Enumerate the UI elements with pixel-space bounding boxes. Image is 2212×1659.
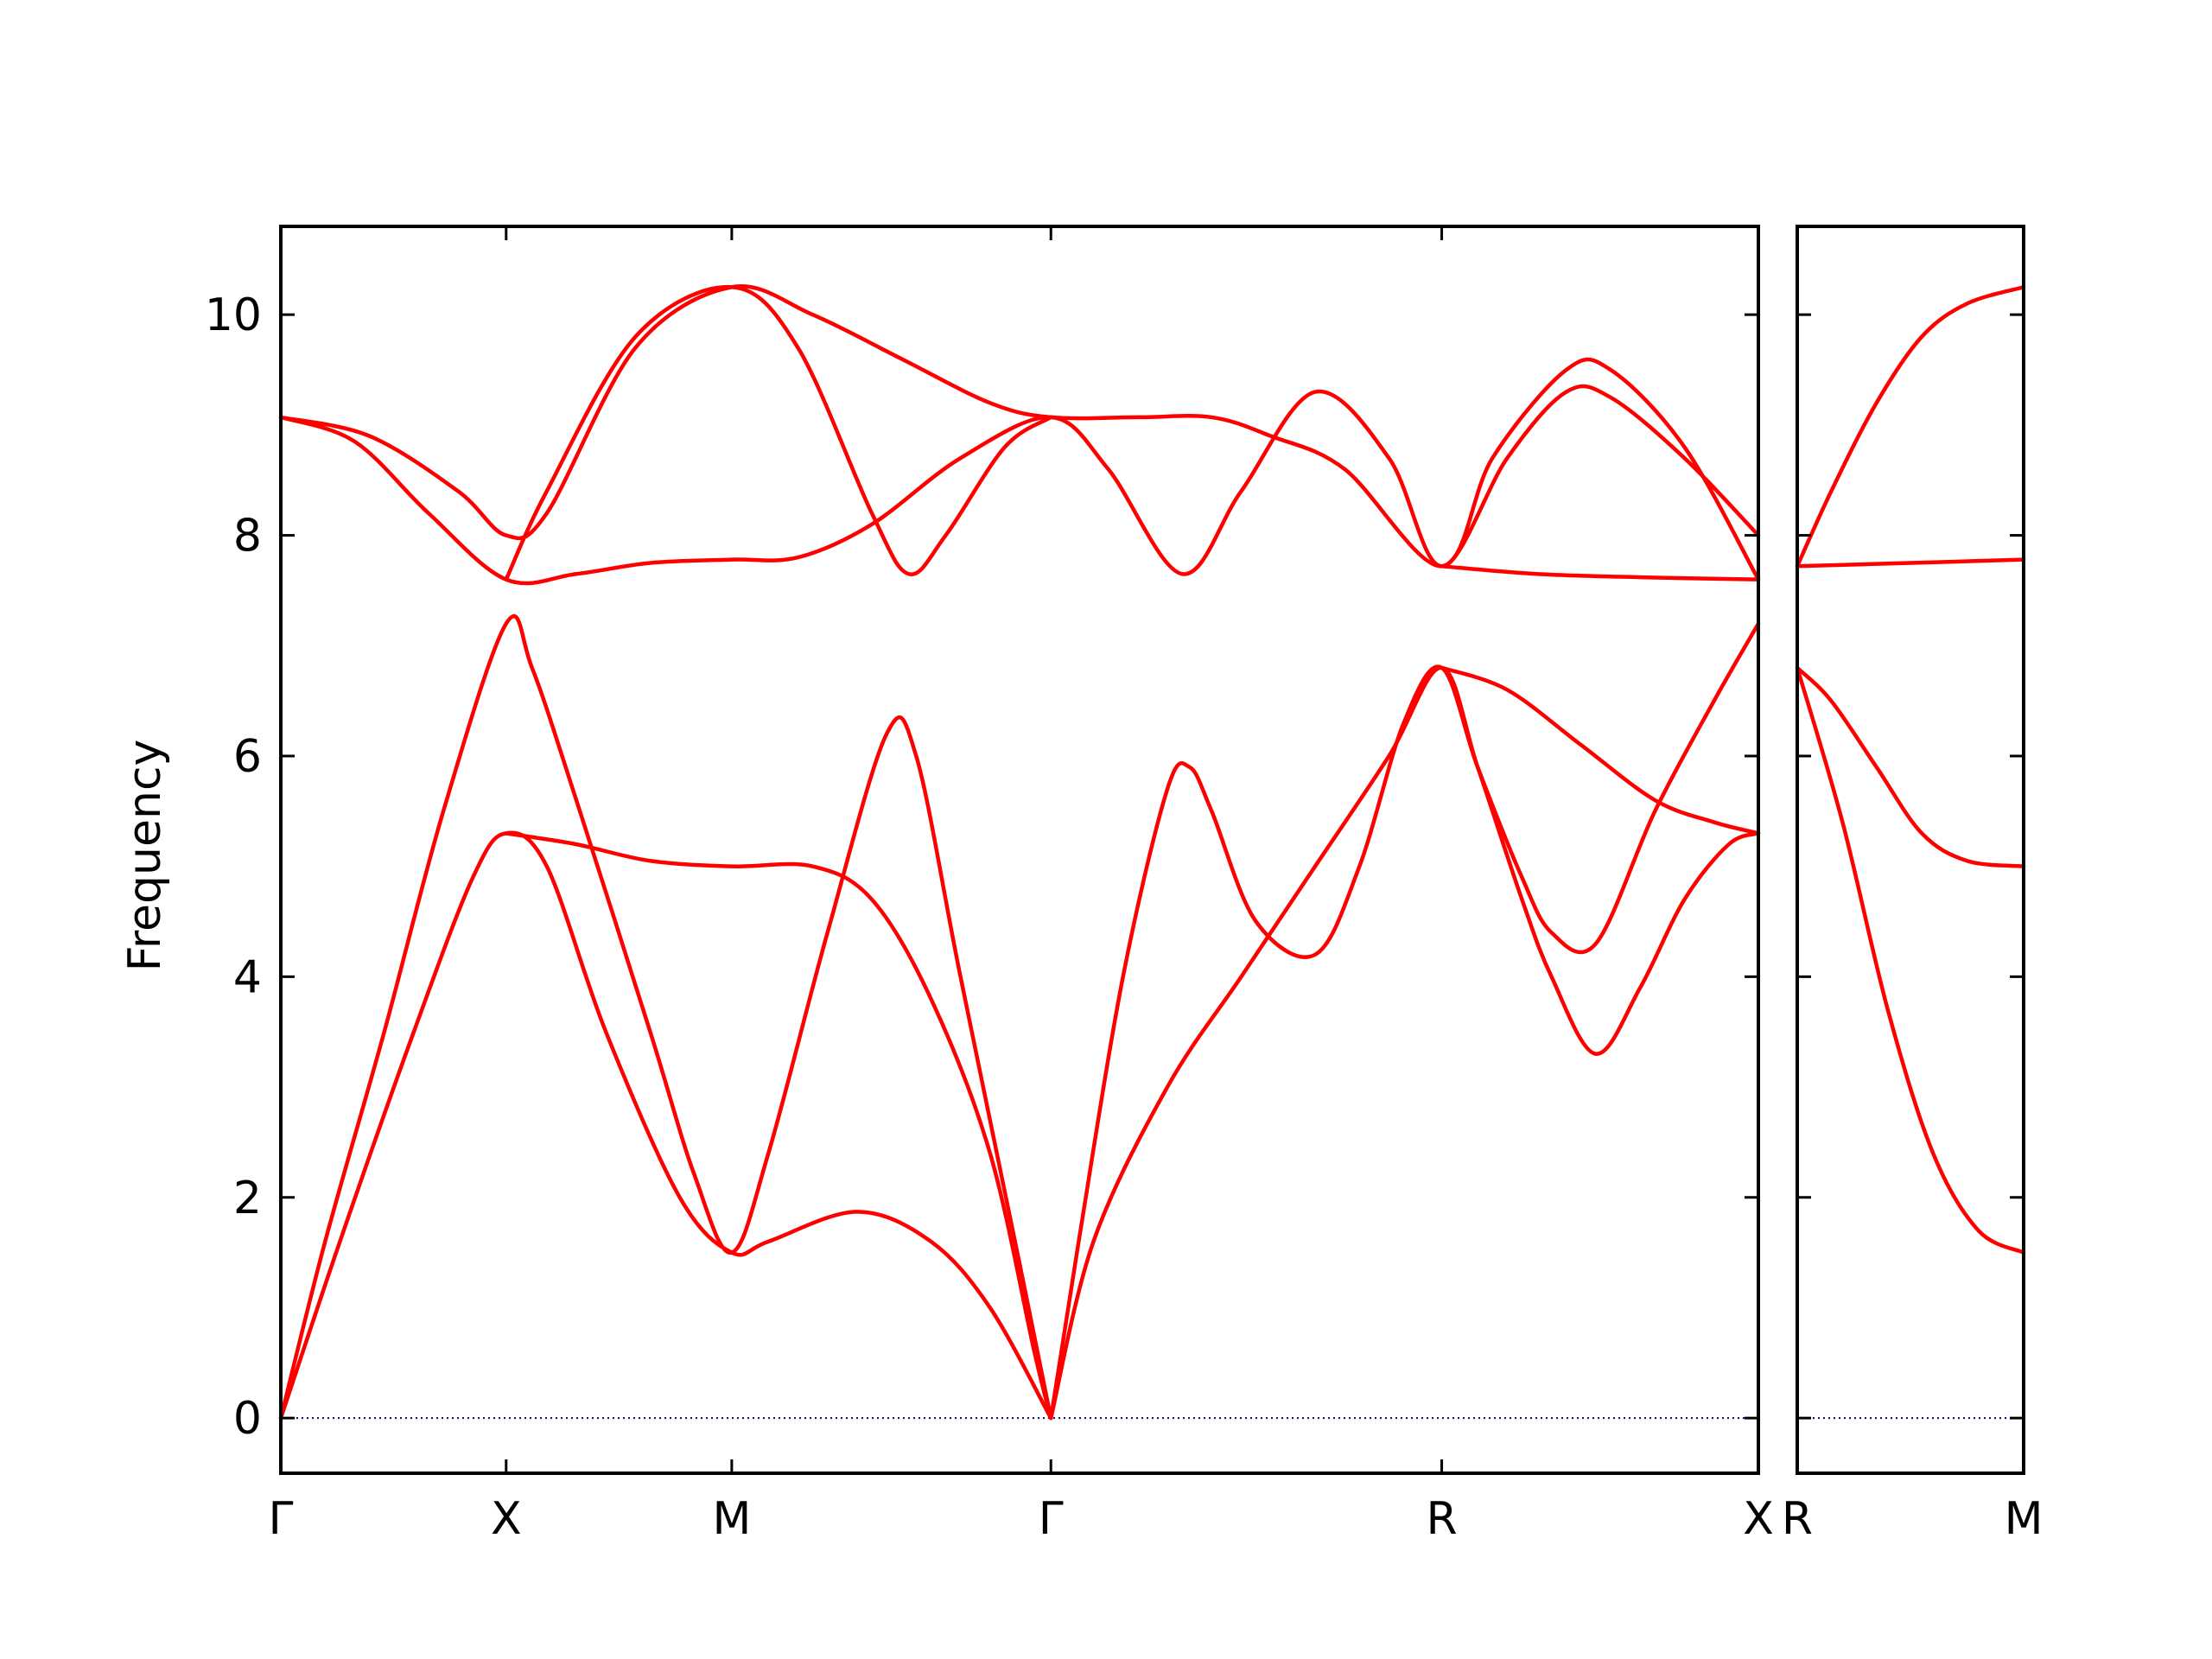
- band-main-1: [278, 614, 1053, 1421]
- band-side-4: [1795, 665, 2026, 1255]
- band-main-2: [278, 830, 1053, 1421]
- plot-frame-main: [279, 225, 1760, 1475]
- y-tick-label: 10: [205, 289, 262, 341]
- x-tick-label: R: [1782, 1493, 1813, 1545]
- plot-frame-side: [1796, 225, 2025, 1475]
- x-tick-label: X: [491, 1493, 522, 1545]
- band-main-4: [1049, 665, 1761, 1421]
- x-tick-label: M: [2005, 1493, 2044, 1545]
- band-main-5: [1049, 621, 1761, 1421]
- y-tick-label: 2: [233, 1173, 262, 1224]
- x-tick-label: X: [1743, 1493, 1774, 1545]
- y-tick-label: 6: [233, 731, 262, 783]
- panel-main: 0 2 4 6 8 10 Γ X M Γ R X: [205, 225, 1774, 1545]
- band-side-1: [1795, 284, 2026, 569]
- band-main-6: [1440, 665, 1761, 836]
- x-tick-label: R: [1426, 1493, 1457, 1545]
- x-tick-label: Γ: [1039, 1493, 1064, 1545]
- x-tick-label: M: [712, 1493, 751, 1545]
- band-main-9: [504, 284, 1053, 582]
- y-tick-label: 8: [233, 511, 262, 563]
- y-tick-label: 0: [233, 1393, 262, 1445]
- y-axis-label: Frequency: [119, 740, 171, 972]
- band-side-2: [1795, 557, 2026, 569]
- band-main-10: [1440, 564, 1761, 582]
- band-main-7: [278, 384, 1761, 586]
- y-tick-label: 4: [233, 951, 262, 1003]
- band-side-3: [1795, 665, 2026, 868]
- x-tick-label: Γ: [269, 1493, 294, 1545]
- band-main-3: [504, 831, 1053, 1421]
